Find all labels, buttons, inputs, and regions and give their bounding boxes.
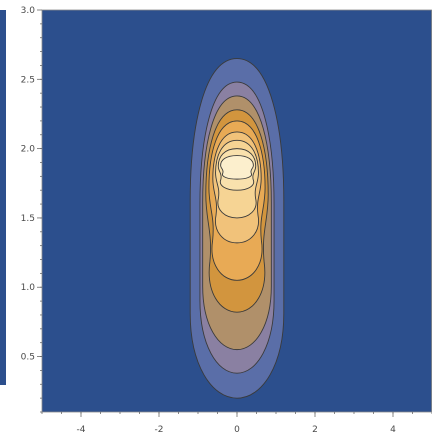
y-tick-label: 3.0 — [21, 6, 36, 16]
y-tick-label: 1.0 — [21, 283, 36, 293]
y-tick-label: 1.5 — [21, 214, 35, 224]
x-tick-label: -2 — [155, 425, 164, 435]
x-tick-label: 4 — [390, 425, 396, 435]
x-tick-label: 0 — [234, 425, 240, 435]
axes: 0.5 1.0 1.5 2.0 2.5 3.0 -4 -2 0 2 4 — [21, 6, 432, 435]
y-tick-label: 0.5 — [21, 353, 35, 363]
x-tick-label: 2 — [312, 425, 318, 435]
contour-level-9 — [220, 155, 254, 180]
contour-levels — [189, 58, 285, 399]
y-tick-label: 2.0 — [21, 145, 36, 155]
y-tick-label: 2.5 — [21, 75, 35, 85]
adjacent-panel-edge — [0, 10, 6, 385]
x-tick-label: -4 — [77, 425, 86, 435]
